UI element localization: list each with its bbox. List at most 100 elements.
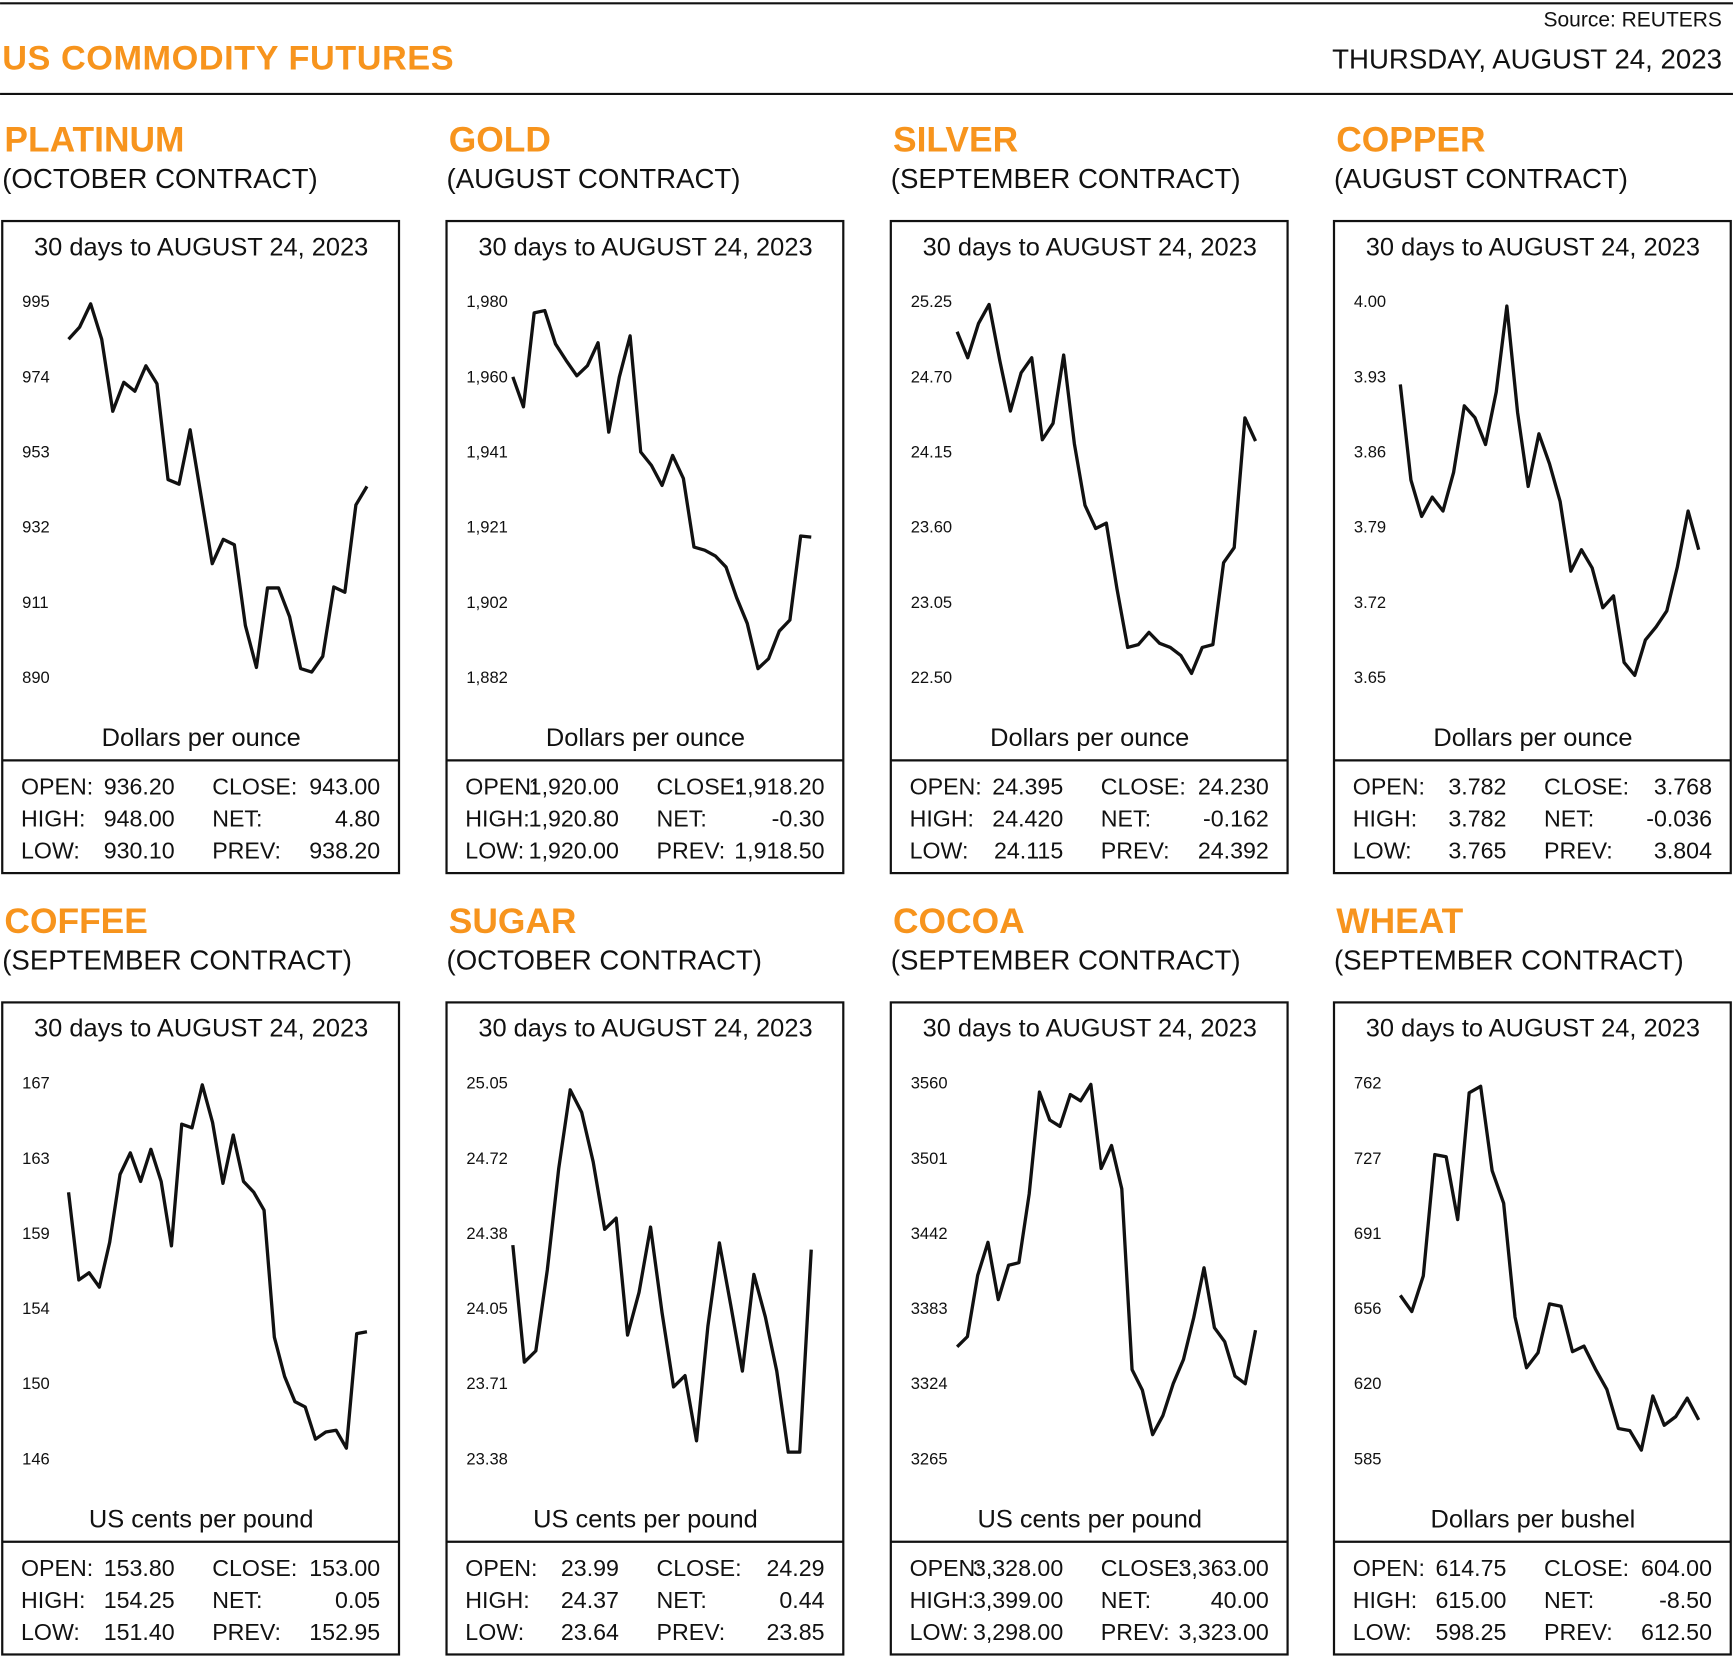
commodity-panel-wheat: WHEAT(SEPTEMBER CONTRACT) 30 days to AUGU… xyxy=(1332,902,1732,1656)
stat-label-net: NET: xyxy=(1101,1587,1151,1613)
stat-value-open: 1,920.00 xyxy=(529,774,619,800)
y-tick-label: 656 xyxy=(1354,1299,1382,1318)
y-tick-label: 890 xyxy=(22,668,50,687)
stat-value-high: 3.782 xyxy=(1448,806,1506,832)
commodity-name: PLATINUM xyxy=(4,120,184,159)
stat-label-low: LOW: xyxy=(465,1619,524,1645)
stat-value-prev: 3,323.00 xyxy=(1179,1619,1269,1645)
y-axis-unit: Dollars per ounce xyxy=(546,724,745,752)
commodity-panel-cocoa: COCOA(SEPTEMBER CONTRACT) 30 days to AUGU… xyxy=(889,902,1289,1656)
y-tick-label: 24.72 xyxy=(466,1149,507,1168)
commodity-name: COFFEE xyxy=(4,902,147,941)
stat-label-low: LOW: xyxy=(910,838,969,864)
y-tick-label: 23.05 xyxy=(911,593,952,612)
stat-value-low: 930.10 xyxy=(104,838,175,864)
commodity-panel-gold: GOLD (AUGUST CONTRACT) 30 days to AUGUST 2… xyxy=(445,120,845,875)
y-axis-unit: Dollars per ounce xyxy=(102,724,301,752)
y-axis-unit: US cents per pound xyxy=(977,1505,1202,1533)
price-line xyxy=(1398,304,1701,678)
y-tick-label: 24.38 xyxy=(466,1224,507,1243)
stat-label-prev: PREV: xyxy=(1544,1619,1613,1645)
stat-value-prev: 24.392 xyxy=(1198,838,1269,864)
price-line xyxy=(511,308,812,671)
chart-title: 30 days to AUGUST 24, 2023 xyxy=(1366,1015,1700,1043)
chart-title: 30 days to AUGUST 24, 2023 xyxy=(478,1015,812,1043)
commodity-name: GOLD xyxy=(449,120,551,159)
chart-frame xyxy=(889,219,1289,875)
stat-label-high: HIGH: xyxy=(910,1587,974,1613)
stat-value-high: 948.00 xyxy=(104,806,175,832)
contract-label: (SEPTEMBER CONTRACT) xyxy=(2,944,352,975)
stat-label-high: HIGH: xyxy=(465,1587,529,1613)
stat-value-net: -8.50 xyxy=(1659,1587,1712,1613)
stat-value-low: 3.765 xyxy=(1448,838,1506,864)
stat-label-open: OPEN: xyxy=(465,1555,537,1581)
price-line xyxy=(955,1082,1258,1437)
stat-value-high: 154.25 xyxy=(104,1587,175,1613)
y-axis-unit: US cents per pound xyxy=(533,1505,758,1533)
y-tick-label: 1,941 xyxy=(466,443,507,462)
stat-value-net: -0.036 xyxy=(1646,806,1712,832)
stat-label-low: LOW: xyxy=(1353,838,1412,864)
y-axis-unit: Dollars per ounce xyxy=(1433,724,1632,752)
stat-label-low: LOW: xyxy=(1353,1619,1412,1645)
chart-frame xyxy=(445,219,845,875)
y-tick-label: 1,960 xyxy=(466,367,507,386)
chart-frame xyxy=(1,1001,401,1656)
contract-label: (AUGUST CONTRACT) xyxy=(447,163,741,194)
stat-label-low: LOW: xyxy=(21,838,80,864)
stat-label-high: HIGH: xyxy=(910,806,974,832)
price-line xyxy=(67,302,369,674)
y-tick-label: 4.00 xyxy=(1354,292,1386,311)
stat-label-prev: PREV: xyxy=(212,1619,281,1645)
stat-label-high: HIGH: xyxy=(21,806,85,832)
y-tick-label: 150 xyxy=(22,1374,50,1393)
stat-value-net: 4.80 xyxy=(335,806,380,832)
y-tick-label: 995 xyxy=(22,292,50,311)
commodity-panel-silver: SILVER (SEPTEMBER CONTRACT) 30 days to AUG… xyxy=(889,120,1289,875)
stat-value-close: 3,363.00 xyxy=(1179,1555,1269,1581)
y-tick-label: 3501 xyxy=(911,1149,948,1168)
stat-label-close: CLOSE: xyxy=(1544,774,1629,800)
y-tick-label: 762 xyxy=(1354,1074,1382,1093)
y-tick-label: 146 xyxy=(22,1449,50,1468)
y-tick-label: 1,882 xyxy=(466,668,507,687)
y-tick-label: 727 xyxy=(1354,1149,1382,1168)
stat-value-open: 23.99 xyxy=(561,1555,619,1581)
stat-label-prev: PREV: xyxy=(212,838,281,864)
stat-value-close: 943.00 xyxy=(309,774,380,800)
chart-frame xyxy=(889,1001,1289,1656)
stat-label-close: CLOSE: xyxy=(657,774,742,800)
y-tick-label: 3442 xyxy=(911,1224,948,1243)
chart-frame xyxy=(1332,1001,1732,1656)
stat-label-prev: PREV: xyxy=(657,1619,726,1645)
stat-label-net: NET: xyxy=(1544,806,1594,832)
page-date: THURSDAY, AUGUST 24, 2023 xyxy=(1332,44,1722,75)
commodity-name: WHEAT xyxy=(1336,902,1463,941)
y-tick-label: 1,902 xyxy=(466,593,507,612)
y-tick-label: 25.05 xyxy=(466,1074,507,1093)
commodity-panel-coffee: COFFEE(SEPTEMBER CONTRACT) 30 days to AUG… xyxy=(1,902,401,1656)
stat-label-close: CLOSE: xyxy=(212,774,297,800)
stat-label-low: LOW: xyxy=(21,1619,80,1645)
stat-value-net: -0.162 xyxy=(1203,806,1269,832)
y-axis-unit: US cents per pound xyxy=(89,1505,314,1533)
stat-label-high: HIGH: xyxy=(1353,806,1417,832)
commodity-panel-copper: COPPER (AUGUST CONTRACT) 30 days to AUGUST… xyxy=(1332,120,1732,875)
stat-label-net: NET: xyxy=(1101,806,1151,832)
y-tick-label: 22.50 xyxy=(911,668,952,687)
y-tick-label: 25.25 xyxy=(911,292,952,311)
stat-label-open: OPEN: xyxy=(21,1555,93,1581)
page-title: US COMMODITY FUTURES xyxy=(2,40,454,78)
stat-value-open: 3.782 xyxy=(1448,774,1506,800)
y-tick-label: 154 xyxy=(22,1299,50,1318)
contract-label: (OCTOBER CONTRACT) xyxy=(447,944,762,975)
y-tick-label: 24.15 xyxy=(911,443,952,462)
y-tick-label: 3.86 xyxy=(1354,443,1386,462)
y-tick-label: 24.70 xyxy=(911,367,952,386)
chart-title: 30 days to AUGUST 24, 2023 xyxy=(34,1015,368,1043)
stat-value-prev: 938.20 xyxy=(309,838,380,864)
price-line xyxy=(66,1083,368,1450)
y-tick-label: 23.60 xyxy=(911,518,952,537)
stat-label-close: CLOSE: xyxy=(657,1555,742,1581)
